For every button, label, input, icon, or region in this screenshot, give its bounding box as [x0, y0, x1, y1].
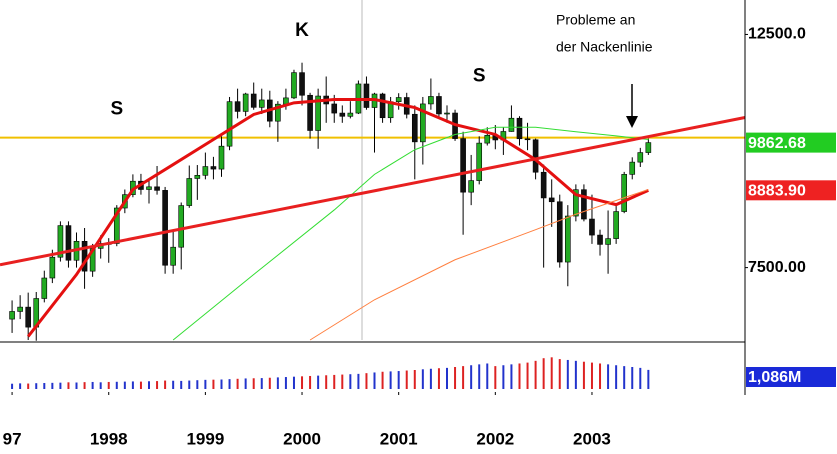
candle-body: [436, 96, 442, 115]
candle-body: [597, 234, 603, 245]
candle-body: [605, 238, 611, 245]
candle-body: [468, 180, 474, 193]
candle-body: [218, 145, 225, 170]
x-tick-label: 1999: [186, 429, 224, 448]
candle-body: [275, 103, 281, 122]
candle-body: [25, 306, 31, 328]
candle-body: [315, 95, 321, 131]
note-line: der Nackenlinie: [556, 39, 653, 55]
candle-body: [556, 201, 563, 263]
candle-body: [476, 142, 483, 181]
candle-body: [331, 103, 338, 114]
candle-body: [17, 306, 23, 312]
annotation: S: [473, 66, 486, 87]
annotation: K: [295, 20, 309, 41]
note-line: Probleme an: [556, 12, 635, 28]
candle-body: [532, 139, 539, 173]
candle-body: [339, 112, 346, 117]
x-tick-label: 2001: [380, 429, 418, 448]
line-series: [0, 116, 746, 267]
candle-body: [379, 93, 386, 119]
candle-body: [178, 205, 185, 248]
candle-body: [589, 218, 595, 236]
x-tick-label: 2000: [283, 429, 321, 448]
candle-body: [573, 189, 579, 217]
candle-body: [210, 166, 217, 170]
value-box-label: 8883.90: [748, 183, 806, 200]
y-tick-label: 12500.0: [748, 26, 806, 43]
candle-body: [428, 96, 434, 105]
candle-body: [162, 190, 168, 266]
value-box: [746, 132, 836, 153]
candle-body: [629, 161, 636, 175]
candle-body: [347, 112, 354, 117]
line-series: [172, 126, 649, 341]
candle-body: [548, 197, 555, 203]
candle-body: [202, 166, 209, 176]
candle-body: [645, 142, 652, 153]
candle-body: [154, 186, 160, 191]
value-box: [746, 367, 836, 387]
x-tick-label: 2003: [573, 429, 611, 448]
candle-body: [516, 117, 523, 140]
x-tick-label: 1998: [90, 429, 128, 448]
candle-body: [508, 117, 515, 132]
candle-body: [613, 211, 619, 239]
candle-body: [411, 113, 418, 143]
candle-body: [146, 186, 152, 190]
candle-body: [460, 138, 466, 193]
candle-body: [291, 72, 297, 99]
line-series: [27, 97, 649, 338]
candle-body: [57, 225, 64, 258]
candle-body: [170, 246, 176, 266]
candle-body: [524, 138, 531, 141]
candle-body: [484, 134, 491, 144]
candle-body: [250, 93, 257, 108]
candle-body: [420, 103, 426, 143]
candle-body: [444, 112, 450, 115]
candle-body: [621, 174, 627, 212]
x-tick-label: 2002: [476, 429, 514, 448]
candle-body: [113, 207, 120, 244]
x-tick-label: 97: [3, 429, 22, 448]
candle-body: [565, 215, 571, 263]
candle-body: [637, 152, 644, 163]
candle-body: [242, 93, 249, 112]
candle-body: [540, 171, 547, 199]
value-box-label: 1,086M: [748, 369, 801, 386]
arrow-head: [626, 116, 638, 128]
y-tick-label: 7500.00: [748, 259, 806, 276]
candle-body: [234, 101, 241, 112]
plot: [0, 62, 746, 341]
candle-body: [65, 225, 72, 261]
candle-body: [194, 175, 201, 179]
candle-body: [49, 256, 56, 279]
candle-body: [395, 97, 402, 102]
candle-body: [307, 94, 313, 131]
value-box: [746, 180, 836, 201]
candle-body: [581, 189, 587, 220]
line-series: [309, 189, 649, 341]
candle-body: [258, 99, 265, 108]
candle-body: [186, 178, 193, 206]
value-box-label: 9862.68: [748, 135, 806, 152]
candle-body: [363, 83, 370, 108]
annotation: S: [110, 99, 123, 120]
candle-body: [299, 72, 305, 96]
candle-body: [41, 277, 48, 299]
candle-body: [226, 101, 233, 147]
candle-body: [9, 311, 15, 320]
